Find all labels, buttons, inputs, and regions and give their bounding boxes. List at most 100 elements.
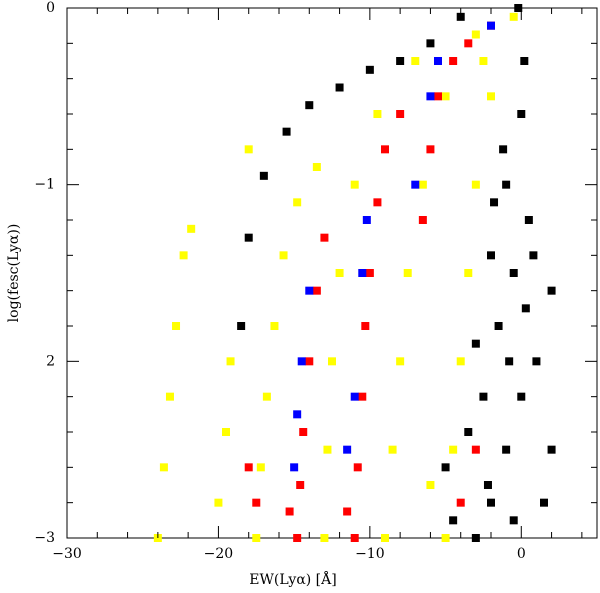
point <box>381 534 389 542</box>
point <box>244 463 253 472</box>
point <box>381 145 389 154</box>
point <box>464 39 473 48</box>
point <box>449 445 458 454</box>
point <box>505 357 514 366</box>
point <box>426 481 435 489</box>
point <box>520 57 529 65</box>
point <box>293 410 302 419</box>
point <box>456 357 465 366</box>
point <box>165 392 174 401</box>
point <box>172 322 181 330</box>
y-tick-label: 0 <box>46 0 55 16</box>
point <box>547 286 556 295</box>
point <box>361 322 370 330</box>
point <box>282 127 291 136</box>
point <box>373 110 382 118</box>
point <box>343 507 352 516</box>
point <box>509 516 518 525</box>
point <box>434 92 442 101</box>
point <box>214 498 223 507</box>
point <box>362 216 371 224</box>
point <box>426 39 435 48</box>
point <box>259 171 268 180</box>
point <box>487 21 495 30</box>
point <box>547 445 556 454</box>
point <box>296 481 305 489</box>
point <box>262 392 271 401</box>
point <box>350 392 359 401</box>
point <box>441 463 450 472</box>
point <box>323 445 332 454</box>
point <box>293 534 302 542</box>
point <box>328 357 336 366</box>
point <box>353 463 362 472</box>
point <box>464 428 473 436</box>
point <box>449 516 458 525</box>
point <box>285 507 294 516</box>
plot-frame <box>66 7 598 539</box>
point <box>471 180 480 189</box>
point <box>540 498 548 507</box>
point <box>529 251 538 260</box>
point <box>418 216 427 224</box>
point <box>365 269 374 277</box>
point <box>517 110 526 118</box>
point <box>502 445 511 454</box>
point <box>396 110 405 118</box>
point <box>159 463 168 472</box>
point <box>279 251 288 260</box>
point <box>365 65 374 74</box>
point <box>320 233 329 242</box>
point <box>358 269 367 277</box>
point <box>299 428 308 436</box>
point <box>373 198 382 207</box>
point <box>509 12 518 21</box>
point <box>244 145 253 154</box>
point <box>487 92 495 101</box>
point <box>237 322 246 330</box>
point <box>293 198 302 207</box>
y-tick-label: 2 <box>46 353 55 369</box>
point <box>441 92 450 101</box>
point <box>471 445 480 454</box>
point <box>350 534 359 542</box>
point <box>426 92 435 101</box>
point <box>479 57 488 65</box>
point <box>297 357 306 366</box>
point <box>305 286 314 295</box>
point <box>244 233 253 242</box>
point <box>388 445 397 454</box>
point <box>487 498 495 507</box>
point <box>320 534 329 542</box>
y-axis-label: log(fesc(Lyα)) <box>6 224 22 323</box>
point <box>483 481 492 489</box>
point <box>187 224 196 233</box>
point <box>502 180 511 189</box>
point <box>252 498 261 507</box>
y-tick-label: −3 <box>34 530 55 546</box>
x-axis-label: EW(Lyα) [Å] <box>249 570 336 588</box>
point <box>396 57 405 65</box>
x-tick-label: −30 <box>52 546 82 562</box>
point <box>514 4 523 12</box>
point <box>524 216 533 224</box>
y-tick-label: −1 <box>34 177 55 193</box>
point <box>471 534 480 542</box>
point <box>226 357 235 366</box>
point <box>464 269 473 277</box>
point <box>479 392 488 401</box>
point <box>252 534 261 542</box>
point <box>499 145 508 154</box>
point <box>358 392 367 401</box>
point <box>449 57 458 65</box>
point <box>521 304 530 313</box>
point <box>312 286 321 295</box>
point <box>335 83 344 92</box>
point <box>494 322 503 330</box>
point <box>532 357 541 366</box>
point <box>471 30 480 39</box>
point <box>312 163 321 171</box>
point <box>305 357 314 366</box>
point <box>256 463 265 472</box>
